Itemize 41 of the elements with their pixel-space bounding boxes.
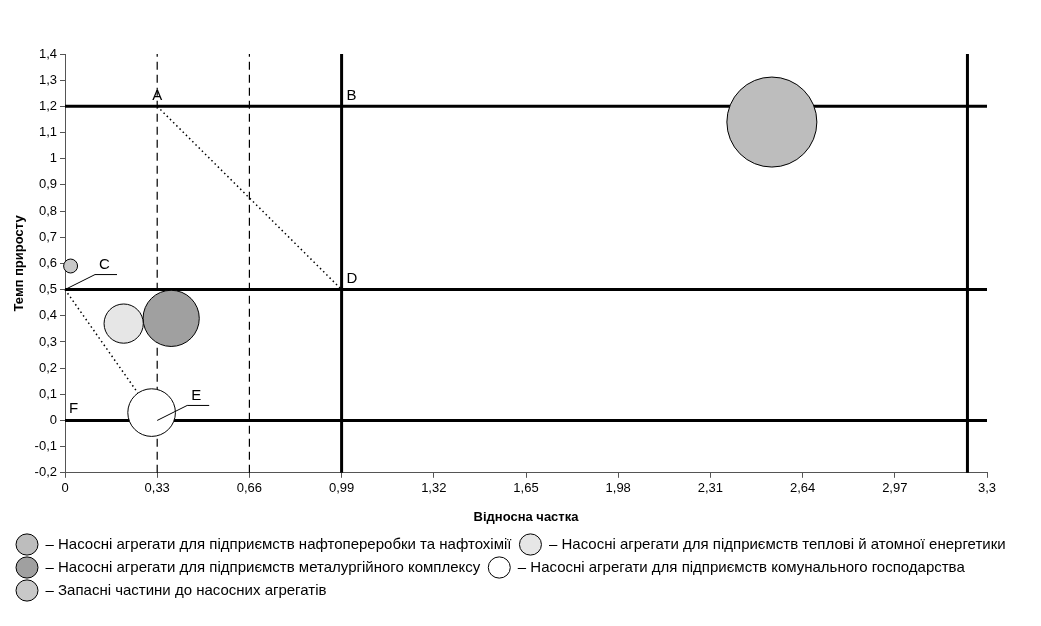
x-tick-label: 1,65 bbox=[513, 480, 539, 496]
legend-label: – Насосні агрегати для підприємств металургійного комплексу bbox=[45, 557, 481, 575]
legend-label: – Насосні агрегати для підприємств комунального господарства bbox=[517, 557, 966, 575]
annotation: D bbox=[346, 269, 358, 287]
legend-label: – Насосні агрегати для підприємств нафтопереробки та нафтохімії bbox=[45, 534, 513, 552]
y-axis-title: Темп приросту bbox=[11, 214, 27, 312]
y-tick-label: 0 bbox=[49, 412, 57, 428]
y-tick-label: 1,2 bbox=[38, 97, 57, 113]
y-tick-label: 0,5 bbox=[38, 281, 57, 297]
x-tick-label: 3,3 bbox=[977, 480, 997, 496]
annotation: F bbox=[69, 399, 79, 417]
annotation: A bbox=[152, 85, 163, 103]
y-tick-label: 0,1 bbox=[38, 385, 57, 401]
y-tick-label: 0,6 bbox=[38, 254, 57, 270]
y-tick-label: 1,4 bbox=[38, 45, 57, 61]
x-tick-label: 1,98 bbox=[605, 480, 631, 496]
y-tick-label: 0,8 bbox=[38, 202, 57, 218]
x-tick-label: 0,33 bbox=[144, 480, 170, 496]
x-tick-label: 2,64 bbox=[789, 480, 816, 496]
y-tick-label: 0,9 bbox=[38, 176, 57, 192]
x-tick-label: 2,31 bbox=[697, 480, 724, 496]
y-tick-label: -0,1 bbox=[34, 438, 57, 454]
y-tick-label: 1,3 bbox=[38, 71, 57, 87]
x-tick-label: 0,99 bbox=[328, 480, 355, 496]
x-tick-label: 0 bbox=[61, 480, 69, 496]
x-axis-title: Відносна частка bbox=[473, 508, 580, 524]
legend-label: – Насосні агрегати для підприємств теплові й атомної енергетики bbox=[548, 534, 1006, 552]
x-tick-label: 1,32 bbox=[421, 480, 447, 496]
y-tick-label: 0,7 bbox=[38, 228, 57, 244]
y-tick-label: 0,3 bbox=[38, 333, 57, 349]
annotation: C bbox=[99, 255, 110, 273]
x-tick-label: 2,97 bbox=[882, 480, 908, 496]
y-tick-label: 1,1 bbox=[38, 124, 57, 140]
annotation: B bbox=[346, 85, 357, 103]
x-tick-label: 0,66 bbox=[236, 480, 263, 496]
y-tick-label: -0,2 bbox=[34, 464, 57, 480]
annotation: E bbox=[191, 386, 202, 404]
legend-label: – Запасні частини до насосних агрегатів bbox=[45, 580, 327, 598]
y-tick-label: 0,2 bbox=[38, 359, 57, 375]
y-tick-label: 1 bbox=[49, 150, 57, 166]
y-tick-label: 0,4 bbox=[38, 307, 57, 323]
